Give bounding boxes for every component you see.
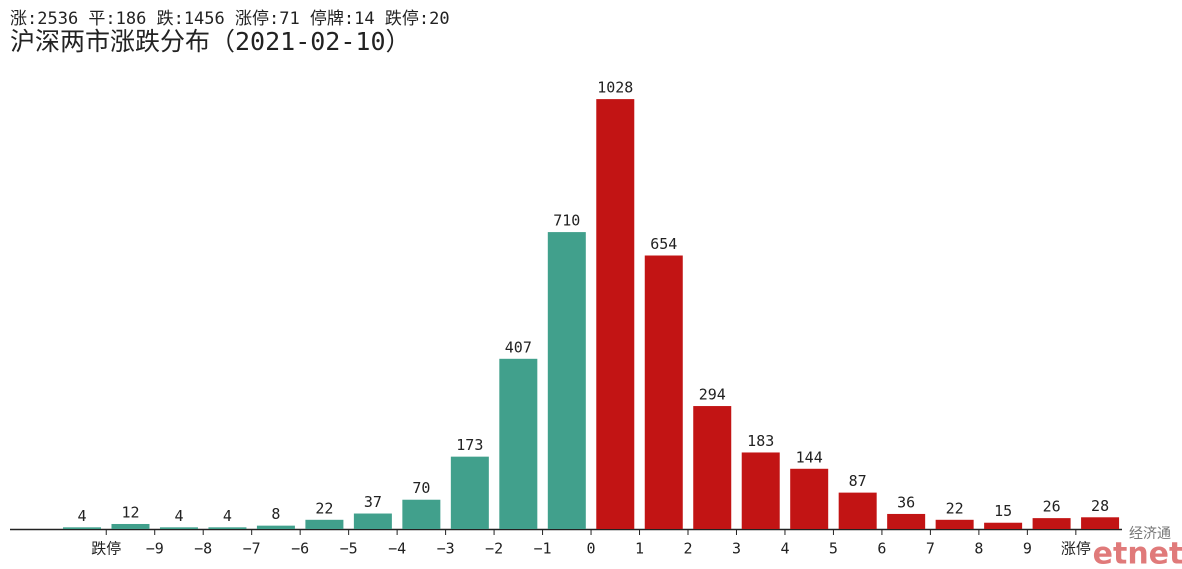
bar: [984, 522, 1023, 529]
data-label: 70: [412, 479, 430, 497]
bar: [353, 513, 392, 529]
data-label: 654: [650, 235, 677, 253]
bar: [547, 232, 586, 529]
x-tick-label: 涨停: [1061, 540, 1091, 558]
bar: [596, 99, 635, 529]
x-tick-label: 7: [926, 540, 935, 558]
data-label: 183: [747, 432, 774, 450]
x-tick-label: −3: [437, 540, 455, 558]
bar: [305, 519, 344, 529]
data-label: 37: [364, 493, 382, 511]
x-tick-label: −5: [340, 540, 358, 558]
data-label: 8: [271, 505, 280, 523]
x-tick-label: −8: [194, 540, 212, 558]
data-label: 15: [994, 502, 1012, 520]
data-label: 12: [121, 503, 139, 521]
x-tick-label: 9: [1023, 540, 1032, 558]
chart-title: 沪深两市涨跌分布（2021-02-10）: [10, 27, 411, 56]
watermark-top: 经济通: [1129, 526, 1171, 542]
data-label: 407: [505, 338, 532, 356]
bar: [1032, 518, 1071, 529]
x-tick-label: 6: [877, 540, 886, 558]
bar: [402, 499, 441, 529]
bar: [63, 527, 101, 529]
x-tick-label: 4: [780, 540, 789, 558]
bar: [256, 525, 295, 529]
bar: [693, 406, 732, 529]
data-label: 4: [223, 507, 232, 525]
x-tick-label: −1: [534, 540, 552, 558]
data-label: 1028: [597, 79, 633, 97]
data-label: 144: [796, 448, 823, 466]
data-label: 294: [699, 386, 726, 404]
x-tick-label: 3: [732, 540, 741, 558]
x-tick-label: 跌停: [91, 540, 121, 558]
data-label: 87: [849, 472, 867, 490]
bar: [790, 468, 829, 529]
bar: [838, 492, 877, 529]
bar: [741, 452, 780, 529]
x-tick-label: −2: [485, 540, 503, 558]
bar: [159, 527, 198, 529]
bar: [450, 456, 489, 529]
data-label: 28: [1091, 497, 1109, 515]
bar: [935, 519, 974, 529]
data-label: 4: [174, 507, 183, 525]
data-label: 22: [946, 499, 964, 517]
data-label: 173: [456, 436, 483, 454]
x-tick-label: 8: [974, 540, 983, 558]
bar: [644, 255, 683, 529]
bar: [499, 358, 538, 529]
x-tick-label: 5: [829, 540, 838, 558]
bar: [208, 527, 247, 529]
data-label: 4: [77, 507, 86, 525]
x-tick-label: −7: [243, 540, 261, 558]
data-label: 26: [1043, 498, 1061, 516]
watermark-logo: etnet: [1093, 537, 1182, 569]
bar: [1081, 517, 1120, 529]
x-tick-label: −6: [291, 540, 309, 558]
data-label: 22: [315, 499, 333, 517]
x-tick-label: 2: [683, 540, 692, 558]
chart-subtitle: 涨:2536 平:186 跌:1456 涨停:71 停牌:14 跌停:20: [10, 9, 450, 29]
x-tick-label: −4: [388, 540, 406, 558]
x-tick-label: 0: [587, 540, 596, 558]
bar: [887, 513, 926, 529]
x-tick-label: 1: [635, 540, 644, 558]
x-tick-label: −9: [146, 540, 164, 558]
bar: [111, 523, 150, 529]
data-label: 710: [553, 212, 580, 230]
data-label: 36: [897, 493, 915, 511]
